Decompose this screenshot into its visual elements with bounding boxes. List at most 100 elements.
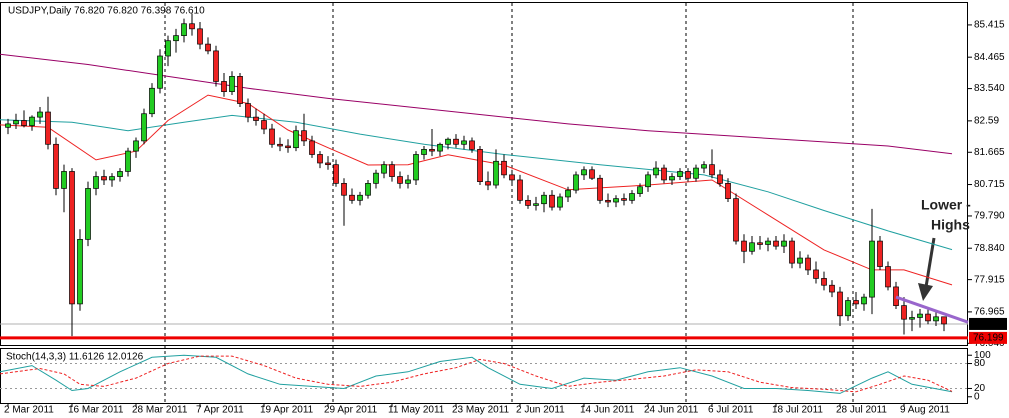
candle-body [157, 55, 163, 89]
arrow-shaft [924, 237, 936, 288]
candle-body [213, 50, 219, 82]
candle-body [629, 193, 635, 201]
candle-body [85, 188, 91, 240]
candle-body [517, 179, 523, 201]
candle-body [805, 257, 811, 271]
candle-body [573, 174, 579, 191]
candle-body [781, 240, 787, 247]
candle-body [397, 176, 403, 184]
candle-body [685, 171, 691, 179]
x-tick-label: 7 Apr 2011 [196, 405, 244, 416]
candle-body [37, 111, 43, 118]
candle-body [813, 269, 819, 279]
candle-body [485, 181, 491, 186]
candle-body [53, 143, 59, 189]
candle-body [653, 167, 659, 176]
candle-body [405, 179, 411, 184]
candle-body [349, 194, 355, 201]
x-tick-label: 2 Jun 2011 [516, 405, 565, 416]
stoch-tick-label: 0 [974, 391, 980, 402]
candle-body [621, 198, 627, 201]
x-tick-label: 23 May 2011 [452, 405, 510, 416]
candle-body [253, 116, 259, 121]
candle-body [661, 167, 667, 181]
candle-body [901, 305, 907, 320]
candle-body [701, 164, 707, 169]
x-tick-label: 18 Jul 2011 [772, 405, 823, 416]
price-label-box [969, 317, 1007, 330]
x-tick-label: 28 Jul 2011 [836, 405, 887, 416]
candle-body [445, 138, 451, 145]
candle-body [773, 240, 779, 247]
candle-body [717, 174, 723, 184]
candle-body [669, 176, 675, 181]
candle-body [269, 128, 275, 145]
candle-body [373, 172, 379, 184]
candle-body [453, 138, 459, 145]
candle-body [909, 317, 915, 320]
candle-body [469, 140, 475, 150]
candle-body [93, 176, 99, 189]
candle-body [733, 198, 739, 242]
candle-body [557, 196, 563, 208]
candle-body [5, 123, 11, 128]
candle-body [285, 145, 291, 149]
candle-body [189, 23, 195, 30]
candle-body [333, 164, 339, 184]
stoch-tick-label: 80 [974, 358, 986, 369]
candle-body [69, 171, 75, 305]
x-tick-label: 19 Apr 2011 [260, 405, 314, 416]
stoch-panel-frame [0, 348, 968, 404]
candle-body [549, 194, 555, 208]
candle-body [13, 120, 19, 125]
x-tick-label: 29 Apr 2011 [324, 405, 378, 416]
candle-body [309, 140, 315, 155]
candle-body [237, 76, 243, 104]
y-tick-label: 82.59 [974, 116, 999, 127]
candle-body [173, 35, 179, 42]
candle-body [61, 171, 67, 189]
y-tick-label: 80.715 [974, 179, 1005, 190]
candle-body [765, 240, 771, 245]
chart-title: USDJPY,Daily 76.820 76.820 76.398 76.610 [8, 6, 205, 17]
candle-body [645, 174, 651, 188]
annotation: Lower - [921, 197, 971, 213]
moving-average [0, 53, 953, 155]
candle-body [941, 316, 947, 325]
candle-body [821, 278, 827, 286]
candle-body [741, 240, 747, 252]
candle-body [533, 203, 539, 206]
candle-body [597, 177, 603, 201]
candle-body [141, 113, 147, 142]
candle-body [933, 316, 939, 322]
x-tick-label: 28 Mar 2011 [132, 405, 188, 416]
candle-body [325, 162, 331, 166]
candle-body [421, 149, 427, 155]
candle-body [613, 198, 619, 203]
candle-body [197, 28, 203, 45]
candle-body [149, 87, 155, 115]
price-label: 76.199 [973, 333, 1004, 344]
candle-body [725, 182, 731, 199]
candle-body [381, 164, 387, 174]
annotation-arrow [918, 237, 936, 301]
price-label: 76.610 [973, 319, 1004, 330]
candle-body [21, 120, 27, 126]
candle-body [877, 240, 883, 267]
candle-body [581, 169, 587, 176]
y-tick-label: 85.415 [974, 20, 1005, 31]
candle-body [853, 300, 859, 305]
y-tick-label: 76.965 [974, 307, 1005, 318]
candle-body [261, 120, 267, 130]
candle-body [837, 291, 843, 317]
candle-body [797, 257, 803, 264]
x-tick-label: 2 Mar 2011 [4, 405, 54, 416]
y-tick-label: 78.840 [974, 243, 1005, 254]
x-tick-label: 6 Jul 2011 [708, 405, 754, 416]
candle-body [541, 194, 547, 205]
trend-line [895, 295, 969, 324]
candle-body [429, 149, 435, 152]
y-tick-label: 81.665 [974, 147, 1005, 158]
month-separators [164, 3, 854, 403]
